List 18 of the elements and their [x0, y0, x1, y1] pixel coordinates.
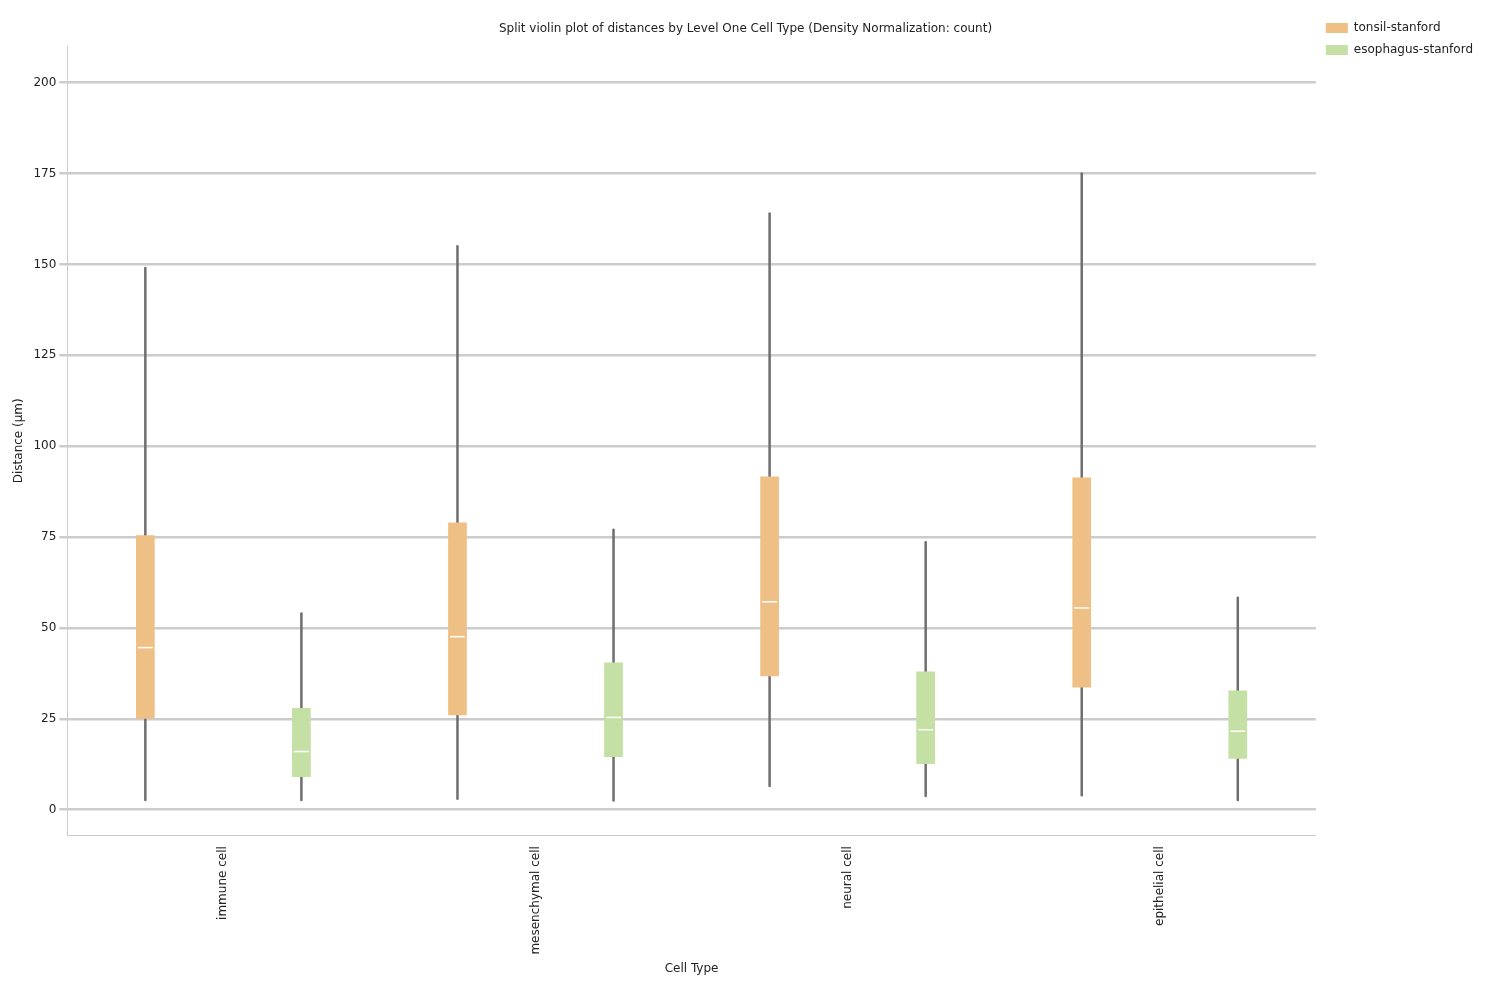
y-tick-label: 0 [48, 801, 57, 816]
y-axis-title: Distance (µm) [11, 398, 26, 484]
y-tick-label: 25 [41, 710, 57, 725]
legend-label: tonsil-stanford [1353, 20, 1441, 35]
y-tick-label: 50 [41, 620, 57, 635]
y-tick-label: 150 [33, 256, 57, 271]
x-tick-label: immune cell [215, 846, 230, 920]
y-tick-label: 125 [33, 347, 57, 362]
y-tick-label: 175 [33, 165, 57, 180]
x-axis-title: Cell Type [664, 960, 719, 975]
x-tick-label: epithelial cell [1151, 846, 1166, 926]
y-tick-label: 75 [41, 529, 57, 544]
chart-title: Split violin plot of distances by Level One Cell Type (Density Normalization: count) [498, 21, 993, 36]
legend-label: esophagus-stanford [1353, 42, 1474, 57]
y-tick-label: 200 [33, 74, 57, 89]
y-tick-label: 100 [33, 438, 57, 453]
x-tick-label: neural cell [839, 846, 854, 909]
x-tick-label: mesenchymal cell [527, 846, 542, 955]
